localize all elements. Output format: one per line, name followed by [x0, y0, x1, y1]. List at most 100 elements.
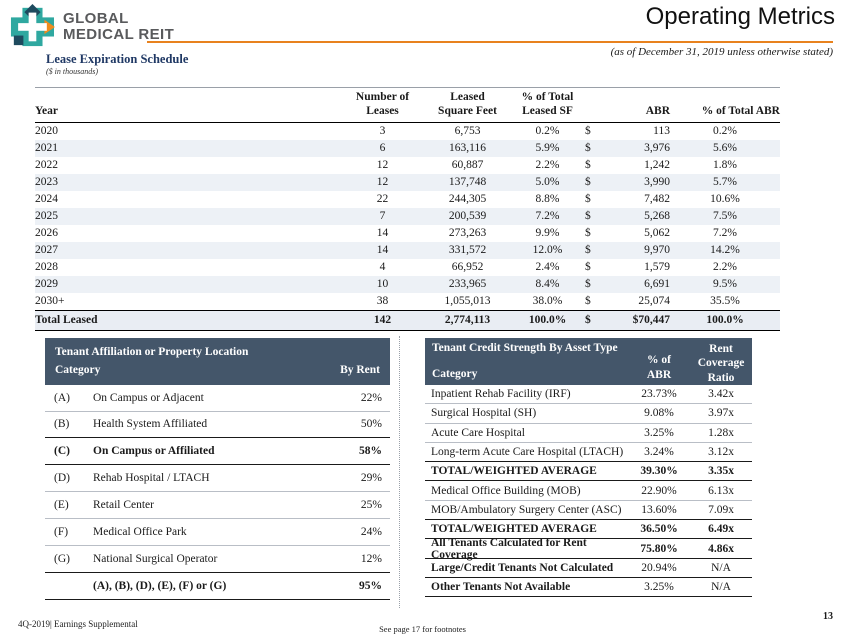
affiliation-title: Tenant Affiliation or Property Location: [55, 346, 249, 358]
pct-of-abr-value: 75.80%: [640, 542, 678, 555]
col-header-currency-spacer: [585, 87, 620, 123]
pct-sf-cell: 5.0%: [535, 175, 560, 188]
leases-cell: 10: [376, 277, 389, 290]
sf-cell: 244,305: [448, 192, 487, 205]
leases-cell: 22: [376, 192, 389, 205]
col-header-abr: ABR: [620, 87, 670, 123]
sf-cell: 273,263: [448, 226, 487, 239]
credit-table-header: Tenant Credit Strength By Asset Type Cat…: [425, 338, 752, 385]
affiliation-row: (D) Rehab Hospital / LTACH 29%: [45, 465, 390, 493]
lease-row-2022: 2022 12 60,887 2.2% $1,242 1.8%: [35, 157, 780, 174]
page-number: 13: [823, 611, 833, 622]
pct-of-abr-value: 36.50%: [640, 523, 678, 536]
leases-cell: 12: [376, 158, 389, 171]
affiliation-by-rent-header: By Rent: [340, 363, 380, 376]
affiliation-row: (A) On Campus or Adjacent 22%: [45, 385, 390, 412]
year-cell: 2023: [35, 175, 58, 188]
sf-cell: 331,572: [448, 243, 487, 256]
leases-cell: 14: [376, 226, 389, 239]
lease-expiration-table: Year Number of Leases Leased Square Feet %…: [35, 87, 780, 331]
lease-row-2024: 2024 22 244,305 8.8% $7,482 10.6%: [35, 191, 780, 208]
company-logo: GLOBAL MEDICAL REIT: [8, 4, 174, 48]
year-cell: 2020: [35, 124, 58, 137]
pct-sf-cell: 38.0%: [510, 292, 585, 311]
affiliation-row: (G) National Surgical Operator 12%: [45, 546, 390, 573]
pct-abr-cell: 10.6%: [710, 192, 740, 205]
by-rent-value: 12%: [360, 552, 382, 565]
credit-rent-coverage-header: Rent Coverage Ratio: [697, 343, 745, 384]
abr-cell: 1,242: [644, 158, 670, 171]
year-cell: 2029: [35, 277, 58, 290]
leases-cell: 6: [379, 141, 386, 154]
category-label: On Campus or Affiliated: [93, 445, 215, 458]
leases-cell: 12: [376, 175, 389, 188]
pct-of-abr-value: 9.08%: [644, 407, 674, 420]
lease-row-2021: 2021 6 163,116 5.9% $3,976 5.6%: [35, 139, 780, 157]
category-letter: (F): [54, 526, 69, 539]
currency-symbol: $: [585, 260, 591, 273]
year-cell: 2024: [35, 192, 58, 205]
pct-abr-cell: 35.5%: [670, 292, 780, 311]
leases-cell: 14: [376, 243, 389, 256]
abr-cell: 113: [653, 124, 670, 137]
affiliation-row: (E) Retail Center 25%: [45, 492, 390, 520]
credit-row: Surgical Hospital (SH) 9.08% 3.97x: [425, 404, 752, 424]
abr-cell: 5,268: [644, 209, 670, 222]
currency-symbol: $: [585, 192, 591, 205]
orange-divider-rule: [147, 41, 833, 43]
asset-type-label: TOTAL/WEIGHTED AVERAGE: [431, 523, 597, 536]
affiliation-row: (A), (B), (D), (E), (F) or (G) 95%: [45, 573, 390, 600]
rent-coverage-ratio-value: 1.28x: [708, 426, 734, 439]
total-sf: 2,774,113: [425, 310, 510, 331]
abr-cell: 6,691: [644, 277, 670, 290]
rent-coverage-ratio-value: 6.13x: [708, 484, 734, 497]
category-label: On Campus or Adjacent: [93, 391, 204, 404]
asset-type-label: Acute Care Hospital: [431, 426, 525, 439]
section-subtitle: ($ in thousands): [46, 67, 98, 76]
col-header-number-of-leases: Number of Leases: [340, 87, 425, 123]
credit-row: Medical Office Building (MOB) 22.90% 6.13x: [425, 481, 752, 501]
abr-cell: 7,482: [644, 192, 670, 205]
affiliation-table-rows: (A) On Campus or Adjacent 22% (B) Health Sys…: [45, 385, 390, 600]
abr-cell: 9,970: [644, 243, 670, 256]
sf-cell: 60,887: [451, 158, 484, 171]
rent-coverage-ratio-value: 3.35x: [708, 465, 734, 478]
pct-abr-cell: 7.2%: [713, 226, 737, 239]
currency-symbol: $: [585, 277, 591, 290]
logo-line1: GLOBAL: [63, 10, 129, 27]
total-pct-sf: 100.0%: [510, 310, 585, 331]
pct-sf-cell: 8.8%: [535, 192, 560, 205]
lease-table-header: Year Number of Leases Leased Square Feet %…: [35, 87, 780, 123]
leases-cell: 7: [379, 209, 386, 222]
pct-abr-cell: 2.2%: [713, 260, 737, 273]
affiliation-row: (C) On Campus or Affiliated 58%: [45, 438, 390, 466]
col-header-leased-square-feet: Leased Square Feet: [425, 87, 510, 123]
category-label: (A), (B), (D), (E), (F) or (G): [93, 579, 227, 592]
credit-row: Inpatient Rehab Facility (IRF) 23.73% 3.42…: [425, 385, 752, 405]
medical-cross-logo-icon: [10, 4, 55, 47]
category-label: National Surgical Operator: [93, 552, 218, 565]
credit-row: Large/Credit Tenants Not Calculated 20.94…: [425, 559, 752, 578]
logo-text: GLOBAL MEDICAL REIT: [63, 10, 175, 48]
abr-cell: 1,579: [644, 260, 670, 273]
rent-coverage-ratio-value: N/A: [711, 581, 731, 594]
rent-coverage-ratio-value: 6.49x: [708, 523, 734, 536]
currency-symbol: $: [585, 141, 591, 154]
asset-type-label: Surgical Hospital (SH): [431, 407, 537, 420]
asset-type-label: MOB/Ambulatory Surgery Center (ASC): [431, 503, 622, 516]
asset-type-label: Long-term Acute Care Hospital (LTACH): [431, 446, 624, 459]
total-leases: 142: [340, 310, 425, 331]
pct-of-abr-value: 3.24%: [644, 446, 674, 459]
credit-row: MOB/Ambulatory Surgery Center (ASC) 13.60…: [425, 501, 752, 521]
category-letter: (A): [54, 391, 70, 404]
pct-sf-cell: 8.4%: [535, 277, 560, 290]
lease-row-2027: 2027 14 331,572 12.0% $9,970 14.2%: [35, 241, 780, 259]
total-pct-abr: 100.0%: [670, 310, 780, 331]
year-cell: 2030+: [35, 292, 340, 311]
rent-coverage-ratio-value: 3.42x: [708, 388, 734, 401]
credit-title: Tenant Credit Strength By Asset Type: [432, 342, 618, 354]
total-currency-symbol: $: [585, 310, 620, 331]
logo-line2: MEDICAL REIT: [63, 26, 175, 44]
lease-row-2029: 2029 10 233,965 8.4% $6,691 9.5%: [35, 275, 780, 293]
